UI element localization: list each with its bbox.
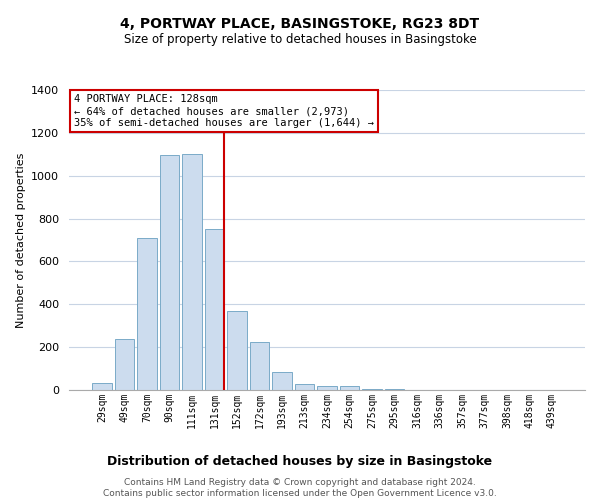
Bar (160, 156, 179, 390)
Bar (92, 382, 112, 390)
Bar (137, 238, 157, 390)
Y-axis label: Number of detached properties: Number of detached properties (16, 152, 26, 328)
Bar (227, 310, 247, 390)
Text: Contains HM Land Registry data © Crown copyright and database right 2024.
Contai: Contains HM Land Registry data © Crown c… (103, 478, 497, 498)
Bar (340, 386, 359, 390)
Text: Distribution of detached houses by size in Basingstoke: Distribution of detached houses by size … (107, 454, 493, 468)
Bar (205, 230, 224, 390)
Bar (362, 389, 382, 390)
Text: Size of property relative to detached houses in Basingstoke: Size of property relative to detached ho… (124, 32, 476, 46)
Bar (295, 384, 314, 390)
Bar (317, 386, 337, 390)
Bar (250, 342, 269, 390)
Bar (385, 389, 404, 390)
Text: 4, PORTWAY PLACE, BASINGSTOKE, RG23 8DT: 4, PORTWAY PLACE, BASINGSTOKE, RG23 8DT (121, 18, 479, 32)
Bar (182, 154, 202, 390)
Text: 4 PORTWAY PLACE: 128sqm
← 64% of detached houses are smaller (2,973)
35% of semi: 4 PORTWAY PLACE: 128sqm ← 64% of detache… (74, 94, 374, 128)
Bar (115, 338, 134, 390)
Bar (272, 372, 292, 390)
